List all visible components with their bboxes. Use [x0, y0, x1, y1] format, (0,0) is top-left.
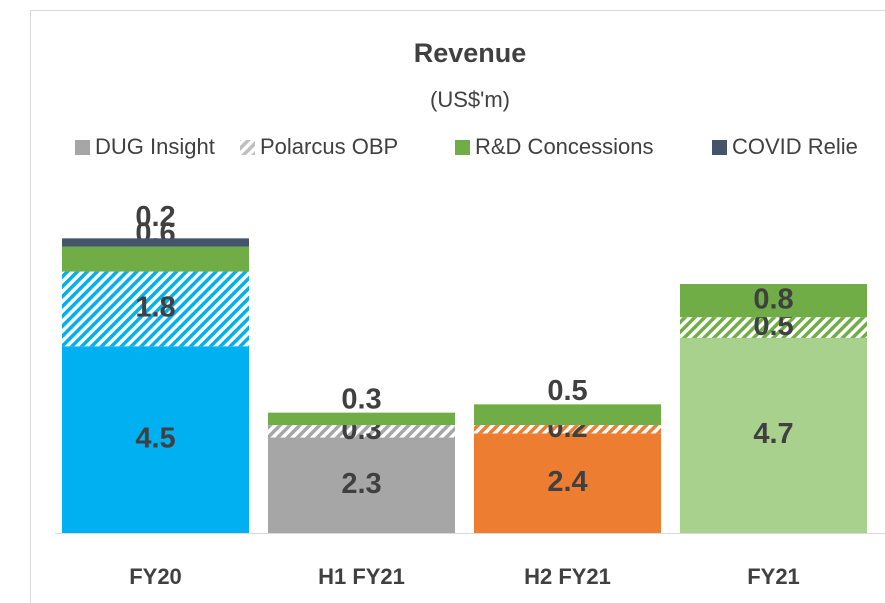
- data-label: 0.8: [753, 283, 793, 315]
- data-label: 2.3: [341, 468, 381, 500]
- bar-segment: [268, 425, 455, 438]
- bar-segment: [474, 433, 661, 533]
- legend-swatch: [712, 140, 727, 155]
- x-tick-label: H1 FY21: [318, 564, 405, 589]
- bar-segment: [62, 246, 249, 272]
- legend-label: DUG Insight: [95, 134, 215, 159]
- x-tick-label: FY20: [129, 564, 182, 589]
- legend-swatch: [455, 140, 470, 155]
- chart-title: Revenue: [414, 38, 527, 68]
- bar-segment: [474, 404, 661, 426]
- bar-segment: [268, 412, 455, 426]
- legend-label: COVID Relie: [732, 134, 858, 159]
- x-tick-label: H2 FY21: [524, 564, 611, 589]
- bar-segment: [62, 238, 249, 247]
- bar-segment: [474, 425, 661, 434]
- bar-segment: [680, 337, 867, 533]
- legend-label: Polarcus OBP: [260, 134, 398, 159]
- data-label: 0.5: [547, 375, 587, 407]
- legend-swatch: [240, 140, 255, 155]
- bar-segment: [680, 284, 867, 318]
- data-label: 1.8: [135, 292, 175, 324]
- x-tick-label: FY21: [747, 564, 800, 589]
- legend-swatch: [75, 140, 90, 155]
- chart-frame: [30, 10, 885, 603]
- data-label: 2.4: [547, 466, 587, 498]
- data-label: 4.5: [135, 422, 175, 454]
- bar-segment: [680, 317, 867, 338]
- bar-segment: [62, 271, 249, 347]
- data-label: 0.2: [135, 201, 175, 233]
- data-label: 4.7: [753, 418, 793, 450]
- legend-label: R&D Concessions: [475, 134, 654, 159]
- bar-segment: [62, 346, 249, 533]
- data-label: 0.3: [341, 383, 381, 415]
- bar-segment: [268, 437, 455, 533]
- chart-subtitle: (US$'m): [430, 87, 510, 112]
